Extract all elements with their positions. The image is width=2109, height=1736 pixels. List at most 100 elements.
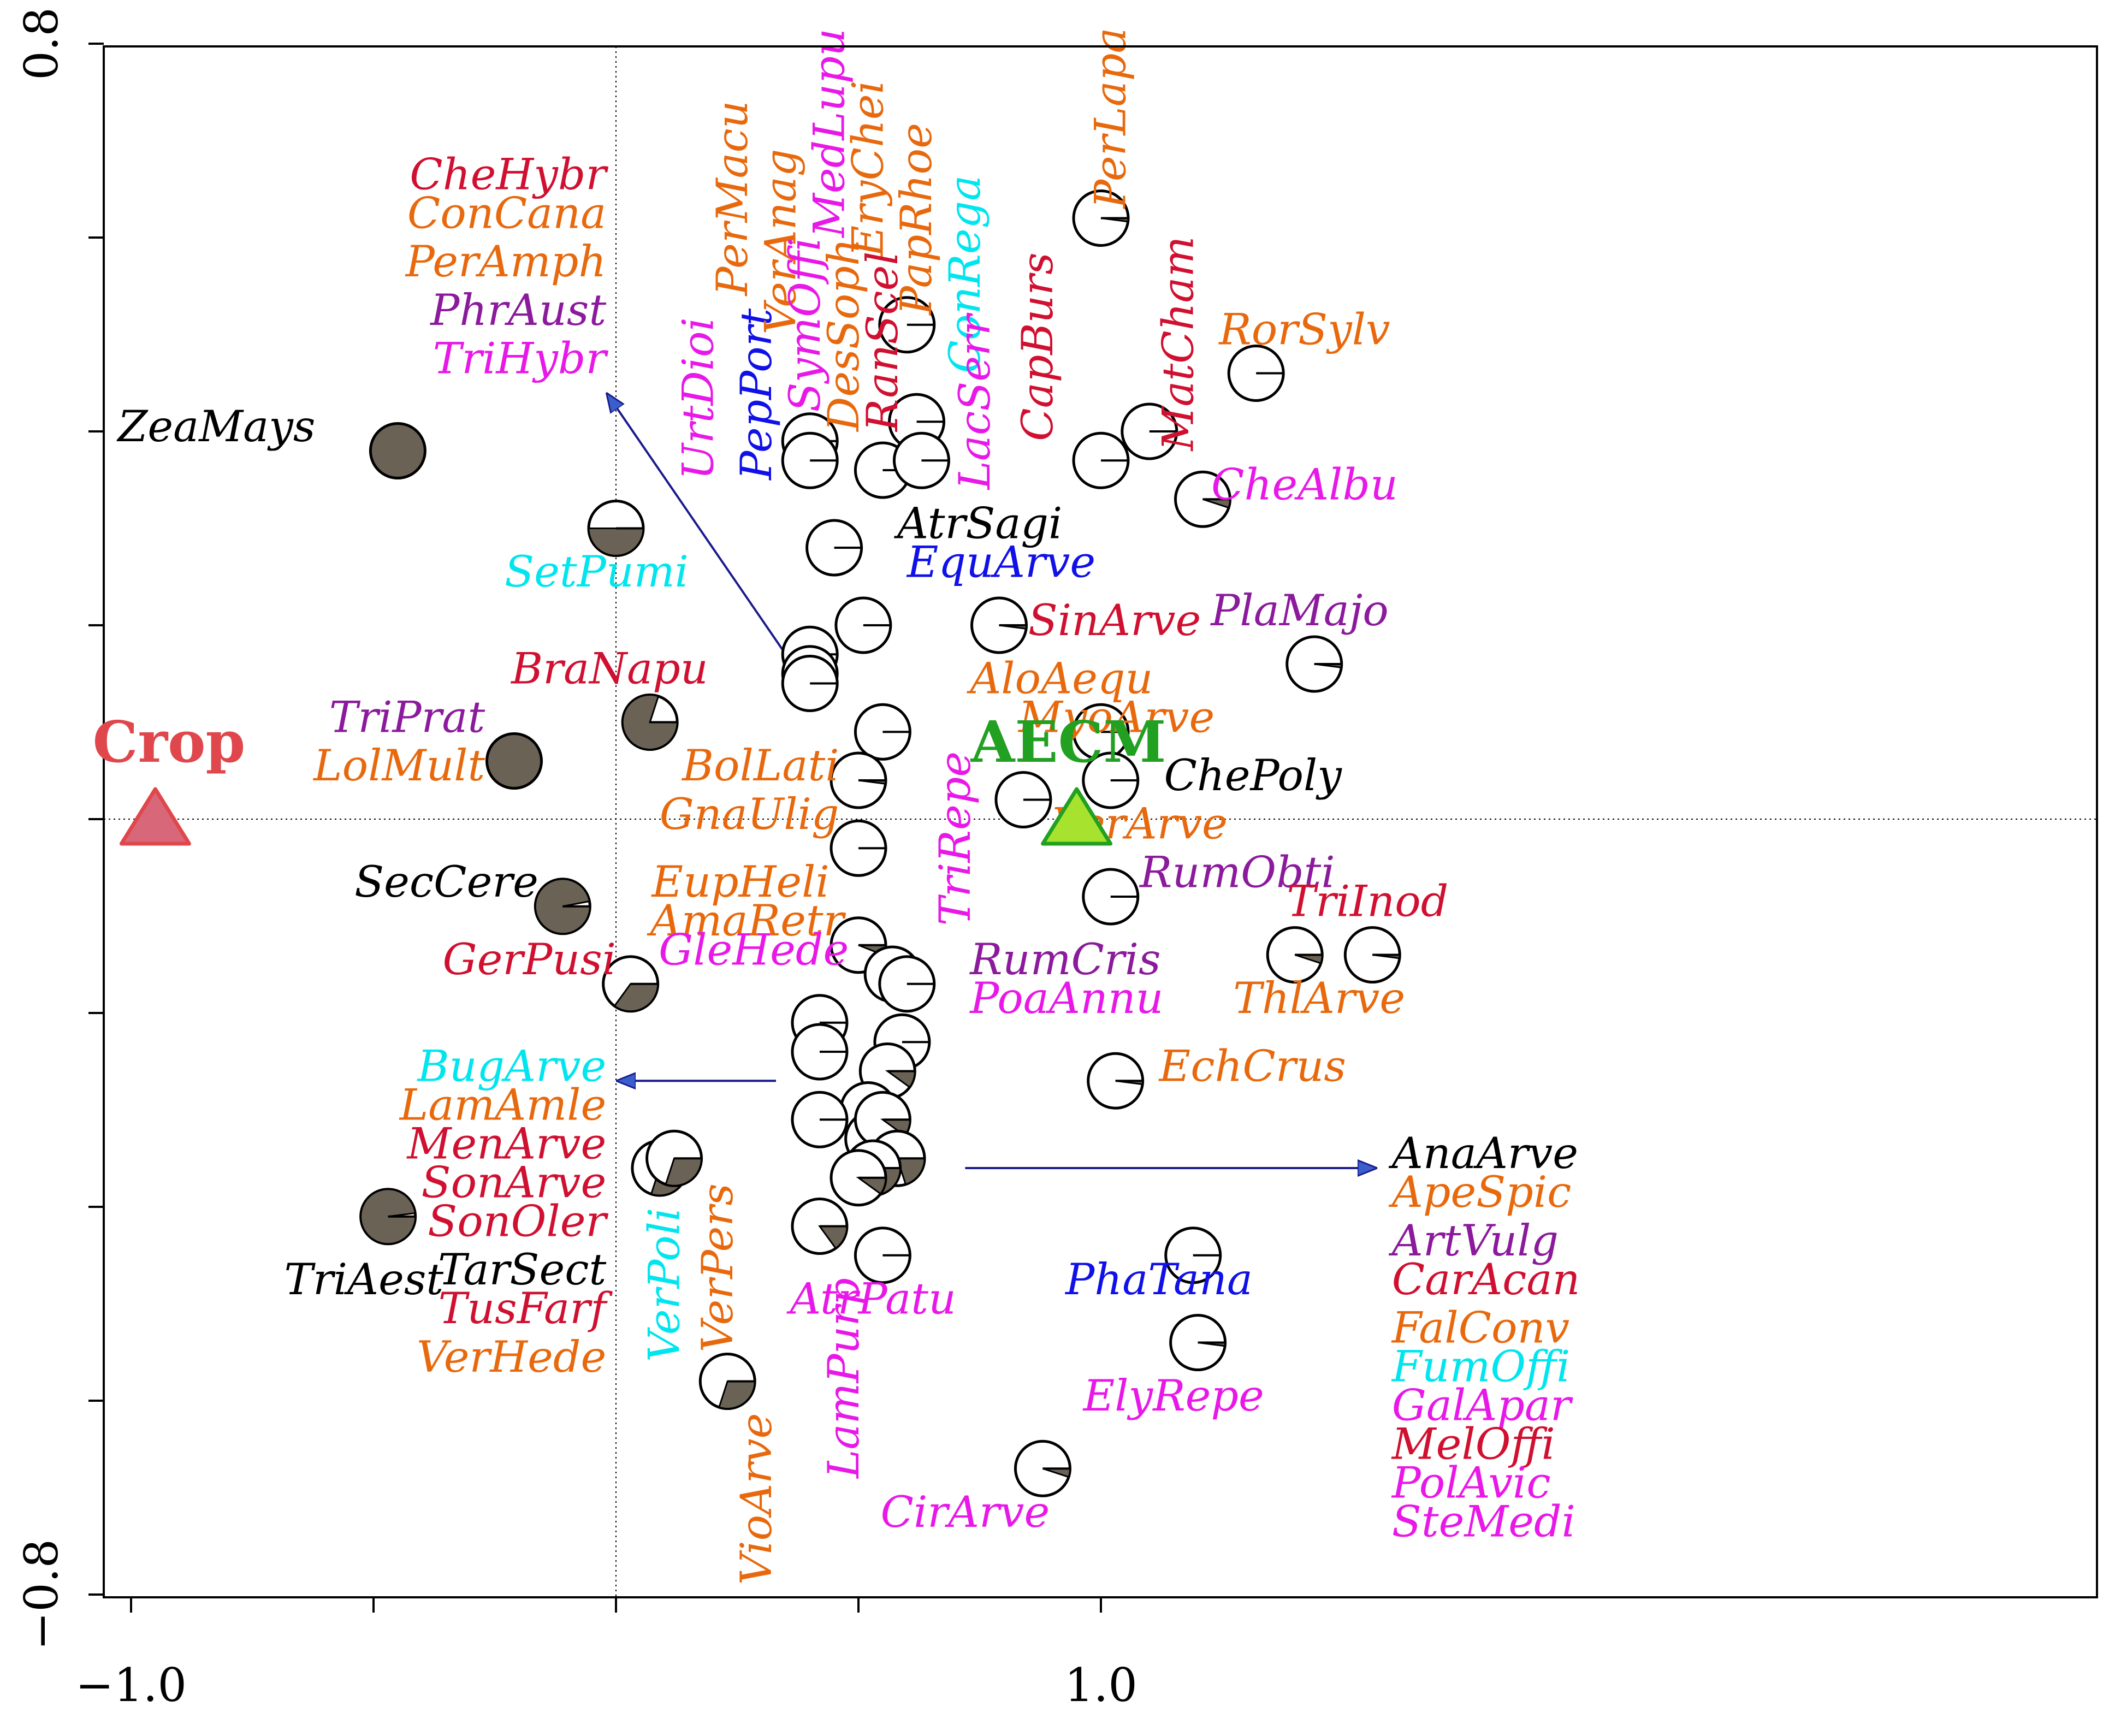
species-label: EchCrus bbox=[1158, 1041, 1346, 1091]
species-pie-point bbox=[805, 519, 863, 577]
species-label: PapRhoe bbox=[891, 123, 941, 316]
species-pie-point bbox=[854, 1227, 911, 1284]
species-pie-point bbox=[1087, 1052, 1145, 1110]
species-label: BolLati bbox=[681, 740, 839, 791]
species-label: EryChei bbox=[843, 80, 893, 258]
species-label: PhrAust bbox=[429, 285, 606, 335]
species-pie-point bbox=[1014, 1439, 1071, 1497]
species-pie-point bbox=[994, 771, 1052, 828]
species-label: AnaArve bbox=[1388, 1128, 1578, 1178]
species-label: SymOffi bbox=[780, 238, 830, 412]
aecm-label: AECM bbox=[970, 708, 1166, 775]
species-label: SinArve bbox=[1028, 595, 1201, 645]
species-label: TriRepe bbox=[930, 751, 980, 926]
species-label: VerHede bbox=[417, 1332, 606, 1382]
species-pie-point bbox=[970, 596, 1028, 654]
species-pie-point bbox=[781, 655, 839, 712]
species-pie-point bbox=[1072, 189, 1130, 247]
species-label: TriInod bbox=[1287, 876, 1448, 927]
species-pie-point bbox=[791, 1023, 849, 1081]
vector-arrow bbox=[606, 393, 787, 655]
species-pie-point bbox=[878, 955, 936, 1013]
species-pie-point bbox=[830, 1149, 887, 1207]
species-pie-point bbox=[621, 694, 679, 751]
species-label: AtrPatu bbox=[786, 1273, 956, 1324]
species-pie-point bbox=[854, 703, 911, 761]
species-label: SecCere bbox=[354, 857, 538, 907]
species-label: AtrSagi bbox=[893, 498, 1062, 548]
species-label: MedLupu bbox=[804, 28, 854, 239]
species-label: UrtDioi bbox=[673, 317, 724, 480]
species-label: LamPurp bbox=[819, 1278, 869, 1479]
species-label: ConCana bbox=[407, 188, 606, 238]
species-label: CheAlbu bbox=[1211, 459, 1398, 509]
species-label: ZeaMays bbox=[116, 401, 316, 452]
species-label: TriAest bbox=[284, 1254, 443, 1305]
species-label: LamAmle bbox=[399, 1080, 606, 1130]
species-label: PoaAnnu bbox=[969, 973, 1163, 1023]
species-label: TriHybr bbox=[433, 334, 609, 384]
species-pie-point bbox=[602, 955, 660, 1013]
species-label: BugArve bbox=[417, 1041, 607, 1091]
species-pie-point bbox=[645, 1129, 703, 1187]
pie-slice bbox=[369, 422, 426, 479]
species-label: CapBurs bbox=[1012, 252, 1063, 441]
pie-slice bbox=[896, 1157, 926, 1186]
species-label: PerLapa bbox=[1085, 27, 1135, 209]
species-label: RumCris bbox=[969, 934, 1160, 985]
species-pie-point bbox=[781, 431, 839, 489]
species-label: MyoArve bbox=[1017, 692, 1215, 742]
species-pie-point bbox=[1121, 402, 1178, 460]
species-label: AmaRetr bbox=[647, 896, 846, 946]
species-label: CirArve bbox=[881, 1487, 1050, 1537]
species-label: SonArve bbox=[421, 1157, 606, 1207]
species-label: PepPort bbox=[731, 309, 781, 481]
aecm-triangle bbox=[1041, 787, 1113, 846]
species-label: FalConv bbox=[1391, 1303, 1569, 1353]
species-label: AloAequ bbox=[966, 653, 1153, 703]
species-pie-point bbox=[791, 1091, 849, 1148]
species-label: BraNapu bbox=[510, 644, 708, 694]
species-pie-point bbox=[1164, 1227, 1222, 1284]
species-label: RanScel bbox=[857, 251, 908, 432]
species-label: ArtVulg bbox=[1388, 1216, 1559, 1266]
species-label: EupHeli bbox=[650, 857, 829, 907]
species-label: GalApar bbox=[1392, 1380, 1573, 1431]
species-label: VioArve bbox=[731, 1413, 781, 1585]
species-pie-point bbox=[587, 500, 645, 557]
species-label: ElyRepe bbox=[1082, 1371, 1264, 1421]
species-pie-point bbox=[1169, 1314, 1227, 1371]
species-label: VerPoli bbox=[639, 1208, 689, 1362]
species-label: PolAvic bbox=[1391, 1458, 1551, 1508]
species-label: PerAmph bbox=[405, 236, 607, 287]
pie-slice bbox=[588, 528, 644, 556]
species-label: LolMult bbox=[312, 740, 485, 791]
species-pie-point bbox=[830, 819, 887, 877]
species-pie-point bbox=[878, 296, 936, 354]
species-pie-point bbox=[1174, 470, 1231, 528]
species-label: LacSerr bbox=[950, 312, 1000, 490]
species-label: CarAcan bbox=[1392, 1254, 1580, 1305]
species-label: EquArve bbox=[906, 537, 1095, 587]
species-pie-point bbox=[1266, 926, 1324, 983]
species-label: MelOffi bbox=[1391, 1419, 1555, 1470]
species-label: TusFarf bbox=[439, 1283, 613, 1334]
species-label: CheHybr bbox=[410, 149, 608, 199]
species-pie-point bbox=[534, 878, 591, 935]
species-label: RumObti bbox=[1139, 847, 1335, 897]
species-pie-point bbox=[485, 732, 543, 790]
species-label: SonOler bbox=[428, 1196, 608, 1246]
species-label: SetPumi bbox=[505, 547, 689, 597]
species-pie-point bbox=[359, 1188, 417, 1246]
species-pie-point bbox=[791, 1198, 849, 1255]
pie-slice bbox=[485, 732, 543, 790]
species-label: VerAnag bbox=[756, 149, 806, 335]
species-label: ChePoly bbox=[1164, 750, 1342, 801]
pie-slice bbox=[718, 1380, 756, 1409]
crop-triangle bbox=[119, 787, 191, 846]
species-label: SteMedi bbox=[1392, 1497, 1575, 1547]
species-label: PerMacu bbox=[707, 100, 757, 297]
species-label: RorSylv bbox=[1218, 304, 1390, 354]
species-pie-point bbox=[1082, 751, 1140, 809]
